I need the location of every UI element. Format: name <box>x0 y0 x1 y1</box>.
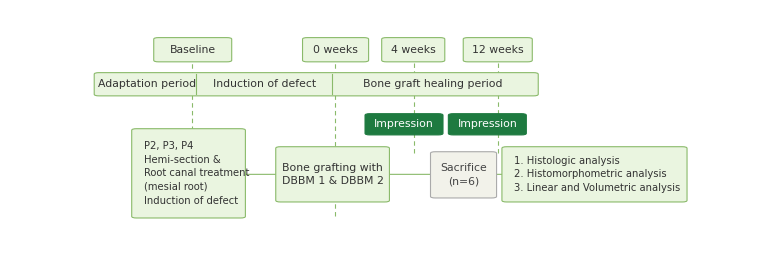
FancyBboxPatch shape <box>463 38 532 62</box>
Text: Adaptation period: Adaptation period <box>98 79 197 89</box>
Text: Impression: Impression <box>458 119 517 129</box>
Text: P2, P3, P4
Hemi-section &
Root canal treatment
(mesial root)
Induction of defect: P2, P3, P4 Hemi-section & Root canal tre… <box>144 141 249 206</box>
Text: Impression: Impression <box>374 119 434 129</box>
FancyBboxPatch shape <box>154 38 232 62</box>
FancyBboxPatch shape <box>276 147 389 202</box>
Text: Bone graft healing period: Bone graft healing period <box>363 79 502 89</box>
FancyBboxPatch shape <box>449 114 526 135</box>
Text: Sacrifice
(n=6): Sacrifice (n=6) <box>440 163 487 187</box>
Text: Induction of defect: Induction of defect <box>213 79 316 89</box>
FancyBboxPatch shape <box>132 129 246 218</box>
FancyBboxPatch shape <box>94 73 538 96</box>
FancyBboxPatch shape <box>365 114 443 135</box>
Text: 4 weeks: 4 weeks <box>391 45 435 55</box>
FancyBboxPatch shape <box>431 152 497 198</box>
Text: 12 weeks: 12 weeks <box>472 45 524 55</box>
Text: Bone grafting with
DBBM 1 & DBBM 2: Bone grafting with DBBM 1 & DBBM 2 <box>282 162 383 186</box>
FancyBboxPatch shape <box>502 147 687 202</box>
Text: 1. Histologic analysis
2. Histomorphometric analysis
3. Linear and Volumetric an: 1. Histologic analysis 2. Histomorphomet… <box>514 156 680 193</box>
FancyBboxPatch shape <box>382 38 445 62</box>
Text: Baseline: Baseline <box>170 45 216 55</box>
Text: 0 weeks: 0 weeks <box>313 45 358 55</box>
FancyBboxPatch shape <box>303 38 369 62</box>
